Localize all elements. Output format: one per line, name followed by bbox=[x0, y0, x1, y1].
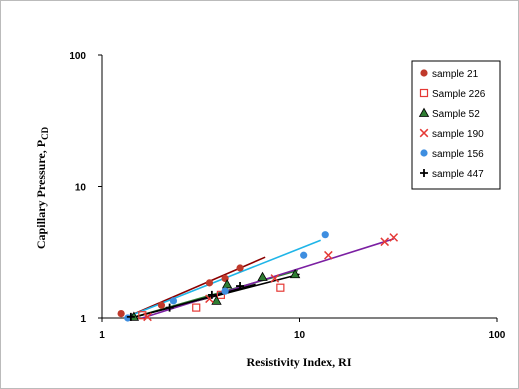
x-axis-title: Resistivity Index, RI bbox=[246, 355, 351, 369]
legend-marker bbox=[419, 128, 429, 138]
data-point bbox=[324, 250, 333, 260]
trendline bbox=[130, 283, 256, 319]
legend-marker bbox=[420, 169, 428, 177]
data-point bbox=[236, 282, 245, 291]
legend-label: sample 156 bbox=[432, 149, 484, 160]
legend-marker bbox=[420, 149, 428, 157]
data-point bbox=[211, 295, 222, 305]
data-point bbox=[380, 237, 390, 247]
data-point bbox=[126, 312, 135, 321]
legend-marker bbox=[420, 69, 428, 77]
data-point bbox=[192, 303, 201, 312]
y-axis-title-main: Capillary Pressure, P bbox=[34, 140, 48, 249]
data-point bbox=[143, 312, 152, 322]
x-tick-label: 1 bbox=[99, 330, 105, 341]
legend-box bbox=[411, 60, 501, 190]
x-tick-label: 10 bbox=[294, 330, 306, 341]
legend-items: sample 21 Sample 226 Sample 52 sample 190 sa… bbox=[418, 69, 486, 180]
legend-label: sample 21 bbox=[432, 69, 479, 80]
plot-area: 1 10 100 1 10 100 bbox=[69, 51, 505, 341]
data-point bbox=[236, 264, 244, 272]
legend-label: sample 190 bbox=[432, 129, 484, 140]
legend-marker bbox=[419, 88, 429, 98]
legend-label: Sample 52 bbox=[432, 109, 480, 120]
data-markers bbox=[117, 231, 399, 322]
data-point bbox=[221, 279, 233, 289]
data-point bbox=[207, 290, 216, 299]
trendline bbox=[142, 238, 394, 319]
x-axis-ticks: 1 10 100 bbox=[99, 318, 506, 341]
data-point bbox=[289, 268, 301, 279]
data-point bbox=[270, 274, 280, 283]
data-point bbox=[257, 271, 268, 281]
y-axis-title-subscript: CD bbox=[40, 126, 50, 139]
x-tick-label: 100 bbox=[489, 330, 506, 341]
data-point bbox=[389, 233, 399, 242]
legend-marker bbox=[418, 107, 430, 117]
legend-label: Sample 226 bbox=[432, 89, 486, 100]
y-tick-label: 10 bbox=[75, 183, 87, 194]
legend: sample 21 Sample 226 Sample 52 sample 190 sa… bbox=[411, 60, 501, 190]
y-tick-label: 1 bbox=[80, 314, 86, 325]
data-point bbox=[205, 279, 214, 287]
data-point bbox=[169, 297, 178, 305]
data-point bbox=[276, 283, 285, 292]
data-point bbox=[117, 310, 125, 318]
data-point bbox=[221, 287, 229, 295]
data-point bbox=[321, 231, 329, 239]
data-point bbox=[216, 290, 226, 299]
y-axis-title: Capillary Pressure, PCD bbox=[34, 126, 50, 249]
y-tick-label: 100 bbox=[69, 51, 86, 62]
y-axis-ticks: 1 10 100 bbox=[69, 51, 102, 325]
data-point bbox=[157, 301, 166, 309]
data-point bbox=[300, 251, 308, 259]
data-point bbox=[165, 303, 174, 312]
legend-label: sample 447 bbox=[432, 169, 484, 180]
